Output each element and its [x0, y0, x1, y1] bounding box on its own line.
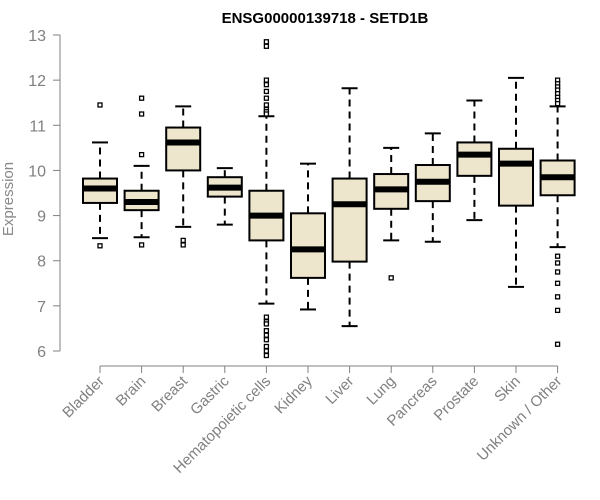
outlier-point [263, 43, 270, 49]
outlier-point [97, 102, 103, 108]
outlier-point [263, 314, 270, 320]
chart-title: ENSG00000139718 - SETD1B [222, 10, 429, 27]
y-tick-label: 7 [37, 299, 46, 316]
y-tick-label: 6 [37, 344, 46, 361]
box-body [331, 177, 368, 263]
y-tick-label: 13 [28, 28, 46, 45]
x-tick-label: Brain [113, 373, 150, 410]
outlier-point [263, 102, 270, 108]
box-hematopoietic-cells [248, 39, 285, 359]
outlier-point [554, 294, 561, 300]
y-tick-label: 9 [37, 209, 46, 226]
outlier-point [180, 237, 186, 244]
box-brain [123, 95, 160, 248]
outlier-point [138, 95, 145, 101]
y-axis-label: Expression [0, 162, 17, 236]
outlier-point [263, 39, 270, 45]
outlier-point [263, 82, 270, 88]
outlier-point [554, 253, 561, 259]
y-axis: 6 7 8 9 10 11 12 13 [28, 28, 61, 361]
outlier-point [554, 100, 561, 107]
outlier-point [263, 348, 270, 354]
outlier-point [180, 242, 186, 248]
outlier-point [263, 88, 270, 95]
outlier-point [138, 111, 145, 117]
boxes-group [82, 39, 576, 359]
outlier-point [554, 307, 561, 314]
outlier-point [263, 111, 270, 117]
box-bladder [82, 102, 118, 249]
box-prostate [456, 99, 493, 222]
x-tick-label: Skin [491, 373, 524, 406]
outlier-point [554, 341, 561, 347]
outlier-point [554, 269, 561, 275]
outlier-point [388, 275, 394, 281]
outlier-point [263, 95, 270, 101]
outlier-point [263, 328, 270, 334]
box-gastric [206, 167, 243, 226]
box-skin [498, 76, 534, 288]
box-kidney [290, 162, 326, 311]
outlier-point [263, 352, 270, 359]
outlier-point [263, 337, 270, 343]
outlier-point [97, 243, 103, 249]
y-tick-label: 10 [28, 163, 46, 180]
y-tick-label: 8 [37, 254, 46, 271]
box-lung [373, 146, 410, 281]
box-liver [331, 87, 368, 328]
box-unknown-other [539, 77, 576, 347]
x-tick-label: Breast [148, 372, 191, 415]
x-tick-label: Bladder [59, 373, 108, 422]
box-body [165, 126, 202, 172]
outlier-point [263, 77, 270, 83]
x-tick-label: Kidney [271, 372, 316, 417]
outlier-point [263, 332, 270, 338]
y-tick-label: 11 [29, 118, 46, 135]
y-tick-label: 12 [28, 73, 46, 90]
x-tick-label: Lung [363, 373, 399, 409]
outlier-point [554, 260, 561, 266]
box-body [456, 141, 493, 177]
outlier-point [263, 343, 270, 350]
x-tick-label: Prostate [431, 373, 483, 425]
outlier-point [554, 280, 561, 286]
outlier-point [138, 151, 145, 158]
outlier-point [138, 242, 145, 248]
box-body [498, 147, 534, 207]
box-pancreas [414, 132, 451, 243]
x-tick-label: Liver [322, 373, 357, 408]
outlier-point [263, 321, 270, 327]
box-body [290, 212, 326, 279]
box-breast [165, 105, 202, 248]
